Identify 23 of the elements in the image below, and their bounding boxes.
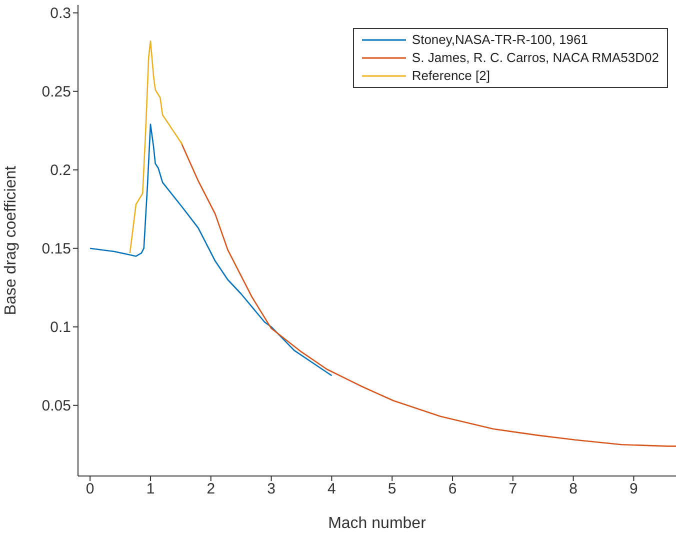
x-tick-label: 0 [86,480,94,498]
y-tick-label: 0.2 [50,162,71,180]
x-axis-title: Mach number [328,515,427,532]
x-tick-label: 2 [206,480,216,498]
line-series [89,124,332,376]
x-tick-label: 9 [630,480,638,498]
legend-label: S. James, R. C. Carros, NACA RMA53D02 [412,49,659,67]
x-tick-label: 6 [448,480,457,498]
y-tick-label: 0.3 [50,5,71,22]
x-tick-label: 4 [328,480,336,498]
y-tick-label: 0.05 [42,398,71,415]
y-tick-label: 0.15 [42,240,71,258]
y-tick-label: 0.25 [42,84,71,101]
x-tick-label: 5 [388,480,396,498]
x-tick-label: 3 [267,480,276,498]
y-axis-title: Base drag coefficient [2,165,20,316]
x-tick-label: 7 [508,480,518,498]
legend-label: Reference [2] [412,67,490,85]
legend-label: Stoney,NASA-TR-R-100, 1961 [412,31,588,49]
x-tick-label: 8 [569,480,578,498]
line-series [129,40,184,254]
x-tick-label: 1 [146,480,155,498]
y-tick-label: 0.1 [50,319,71,336]
